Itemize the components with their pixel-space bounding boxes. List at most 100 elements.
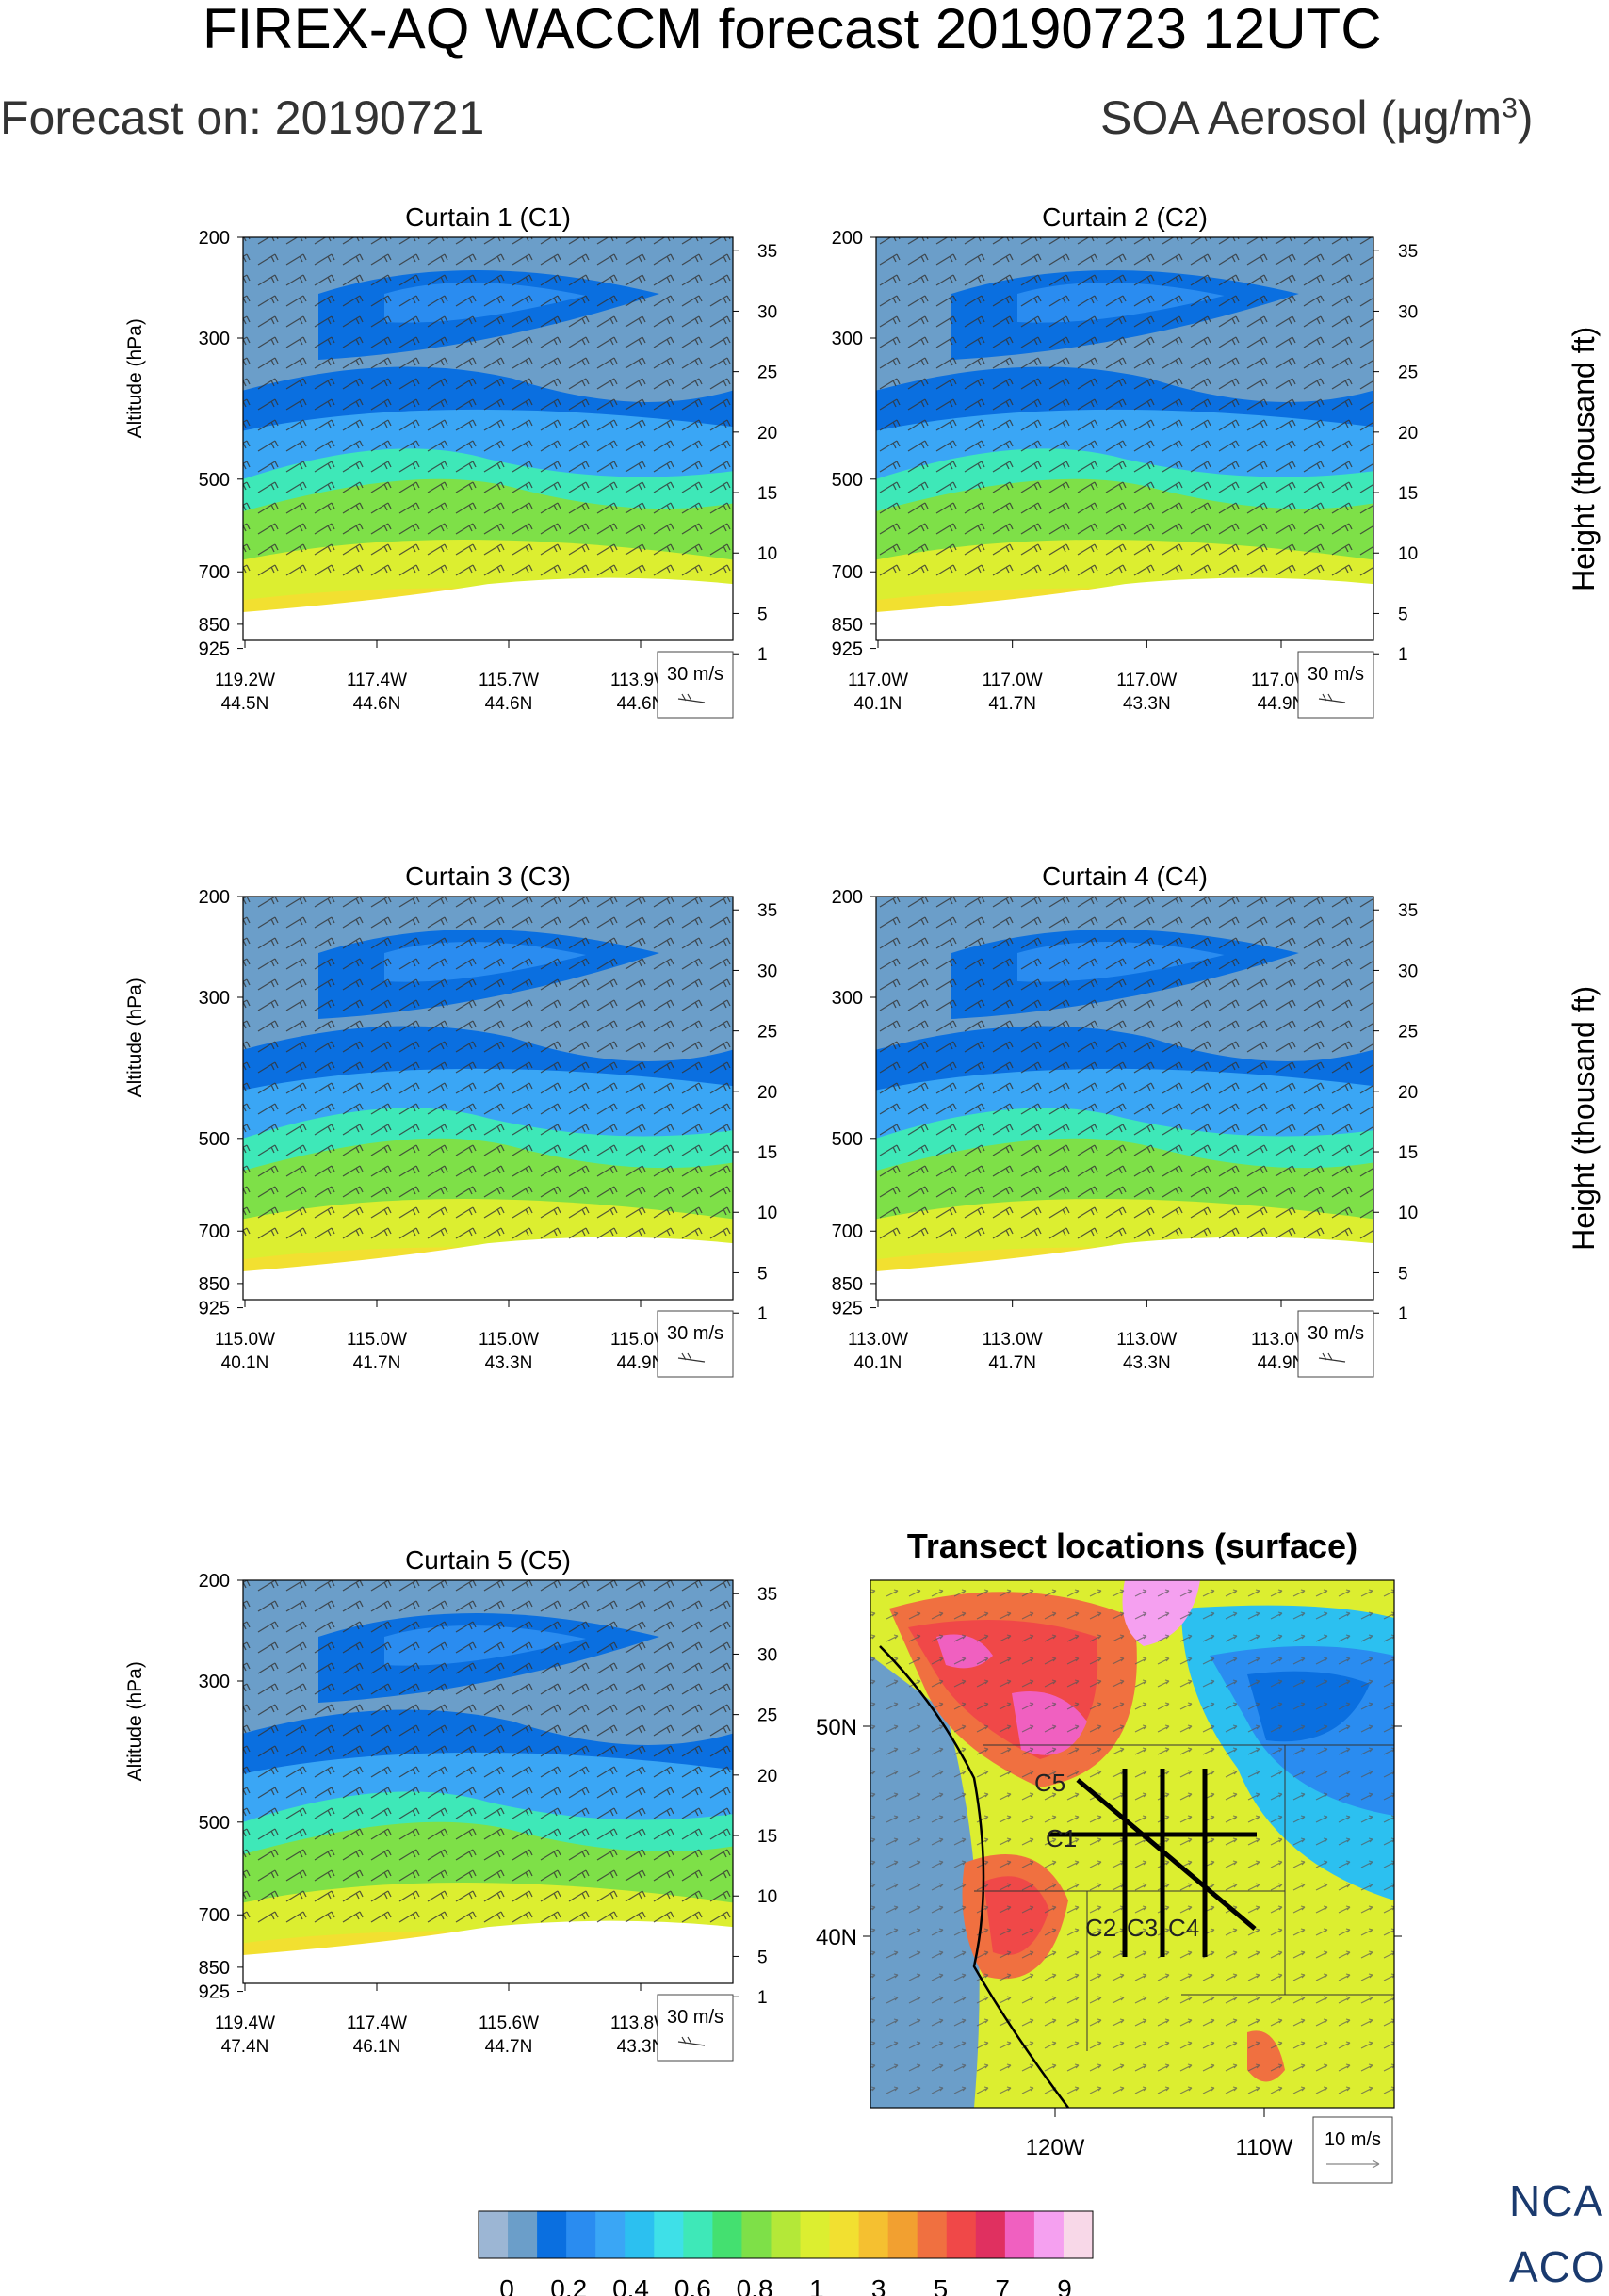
colorbar-swatch (625, 2211, 655, 2258)
colorbar-swatch (800, 2211, 831, 2258)
x-tick-lat: 43.3N (485, 1353, 533, 1373)
map-frame (870, 1579, 1395, 2109)
wind-reference-box (657, 651, 734, 719)
plot-frame (242, 1579, 734, 1984)
pressure-tick-label: 300 (199, 329, 230, 349)
plot-frame (875, 236, 1374, 641)
wind-reference-barb (677, 1352, 706, 1363)
x-tick-lat: 44.6N (617, 694, 665, 714)
pressure-tick-label: 200 (199, 228, 230, 249)
wind-barbs (243, 237, 733, 580)
pressure-tick-label: 200 (199, 887, 230, 908)
colorbar-swatch (975, 2211, 1006, 2258)
height-tick-label: 35 (1398, 901, 1418, 921)
height-tick-label: 5 (1398, 605, 1408, 624)
x-tick-lon: 115.0W (347, 1330, 407, 1350)
curtain-fill (876, 897, 1373, 1300)
colorbar-swatch (654, 2211, 684, 2258)
pressure-tick-label: 300 (832, 329, 863, 349)
colorbar-frame (478, 2210, 1094, 2259)
height-tick-label: 35 (757, 242, 777, 262)
wind-reference-box (1297, 651, 1374, 719)
height-tick-label: 20 (757, 424, 777, 444)
height-tick-label: 1 (1398, 645, 1408, 665)
x-tick-lon: 117.0W (1251, 671, 1311, 690)
colorbar-label: 7 (995, 2274, 1010, 2296)
variable-label: SOA Aerosol (μg/m3) (1100, 91, 1534, 144)
x-tick-lat: 40.1N (854, 694, 902, 714)
contour-band (243, 1237, 733, 1300)
pressure-tick-label: 850 (199, 615, 230, 636)
logo-acom: ACO (1509, 2242, 1606, 2291)
x-tick-lon: 119.4W (215, 2013, 275, 2033)
height-tick-label: 10 (757, 1887, 777, 1907)
height-tick-label: 25 (757, 364, 777, 383)
colorbar-swatch (829, 2211, 860, 2258)
x-tick-lon: 117.4W (347, 2013, 407, 2033)
lat-tick-label: 50N (816, 1715, 857, 1740)
transect-map-panel: C1 C2 C3 C4 C5 Transect locations (surface) 50… (816, 1527, 1402, 2184)
plot-frame (875, 896, 1374, 1301)
height-tick-label: 5 (757, 605, 768, 624)
coastline (879, 1645, 1070, 2108)
wind-vectors (870, 1580, 1394, 2108)
figure-title: FIREX-AQ WACCM forecast 20190723 12UTC (203, 0, 1382, 60)
contour-band (243, 1920, 733, 1983)
x-tick-lat: 41.7N (988, 1353, 1036, 1373)
wind-barbs (876, 237, 1373, 580)
curtain-fill (243, 1580, 733, 1983)
height-tick-label: 30 (757, 1645, 777, 1665)
colorbar-swatch (479, 2211, 509, 2258)
curtain-fill (243, 897, 733, 1300)
curtain-panel-1: Curtain 1 (C1) 200 300 500 700 850 925 35 30 25 20… (124, 202, 1601, 719)
height-tick-label: 15 (1398, 484, 1418, 504)
plot-frame (242, 236, 734, 641)
curtain-title: Curtain 3 (C3) (405, 862, 571, 891)
pressure-tick-label: 500 (199, 1129, 230, 1150)
height-tick-label: 30 (1398, 962, 1418, 981)
x-tick-lon: 115.0W (610, 1330, 671, 1350)
x-tick-lon: 113.0W (983, 1330, 1043, 1350)
height-tick-label: 25 (1398, 1023, 1418, 1043)
contour-band (243, 577, 733, 640)
state-borders (974, 1744, 1394, 2051)
x-tick-lat: 46.1N (353, 2037, 401, 2057)
colorbar-label: 0 (499, 2274, 514, 2296)
transect-c5 (1076, 1778, 1257, 1931)
colorbar: 0 0.2 0.4 0.6 0.8 1 3 5 7 9 (478, 2210, 1094, 2296)
wind-reference-barb (677, 693, 706, 703)
height-tick-label: 30 (757, 302, 777, 322)
y2-axis-label: Height (thousand ft) (1567, 327, 1601, 591)
y-axis-label: Altitude (hPa) (124, 318, 146, 438)
x-tick-lat: 44.9N (1258, 1353, 1306, 1373)
x-tick-lon: 113.0W (848, 1330, 908, 1350)
height-tick-label: 5 (1398, 1264, 1408, 1284)
x-tick-lon: 113.9W (610, 671, 671, 690)
x-tick-lon: 115.0W (215, 1330, 275, 1350)
colorbar-swatch (537, 2211, 567, 2258)
height-tick-label: 5 (757, 1948, 768, 1967)
pressure-tick-label: 200 (832, 228, 863, 249)
x-tick-lon: 113.0W (1116, 1330, 1177, 1350)
height-tick-label: 1 (757, 1988, 768, 2008)
curtain-panel-2: Curtain 2 (C2) 200 300 500 700 850 925 35 30 25 20… (832, 202, 1601, 719)
wind-reference-box (1297, 1310, 1374, 1378)
height-tick-label: 35 (1398, 242, 1418, 262)
height-tick-label: 25 (1398, 364, 1418, 383)
wind-reference-barb (1318, 693, 1346, 703)
logo-ncar: NCA (1509, 2176, 1604, 2225)
y-axis-label: Altitude (hPa) (124, 1661, 146, 1781)
height-tick-label: 15 (757, 1827, 777, 1847)
colorbar-swatch (508, 2211, 538, 2258)
x-tick-lat: 44.9N (617, 1353, 665, 1373)
pressure-tick-label: 850 (199, 1274, 230, 1295)
height-tick-label: 10 (1398, 544, 1418, 564)
wind-barbs (243, 897, 733, 1239)
height-tick-label: 35 (757, 901, 777, 921)
curtain-title: Curtain 2 (C2) (1042, 202, 1208, 232)
height-tick-label: 20 (757, 1083, 777, 1103)
pressure-tick-label: 925 (832, 1299, 863, 1319)
x-tick-lat: 40.1N (854, 1353, 902, 1373)
y-axis-label: Altitude (hPa) (124, 978, 146, 1097)
